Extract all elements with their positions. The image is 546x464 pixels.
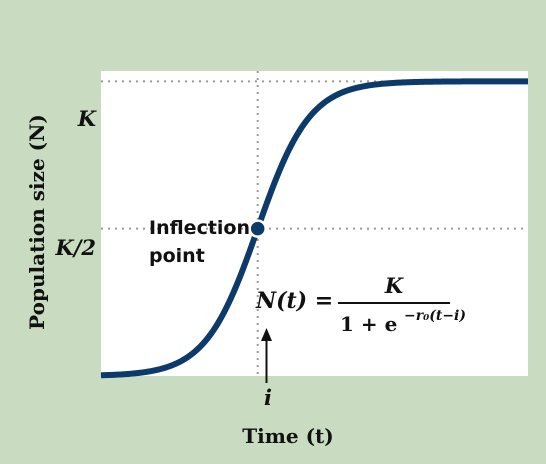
- equation-numerator: K: [384, 273, 404, 298]
- guide-lines: [101, 71, 528, 376]
- equation-lhs: N(t) =: [255, 288, 333, 314]
- y-axis-label: Population size (N): [25, 114, 49, 330]
- equation-exponent: −r₀(t−i): [404, 308, 466, 324]
- equation-denominator: 1 + e: [340, 312, 397, 336]
- inflection-point-marker: [248, 219, 267, 238]
- inflection-label-line2: point: [149, 245, 205, 267]
- arrow-head: [261, 328, 272, 341]
- y-tick-label-k: K: [77, 106, 97, 131]
- inflection-arrow: [261, 328, 272, 383]
- y-tick-label-k-half: K/2: [54, 235, 96, 260]
- inflection-label-line1: Inflection: [149, 217, 250, 239]
- x-axis-label: Time (t): [242, 424, 334, 448]
- logistic-curve: [100, 78, 528, 379]
- plot-area: [101, 71, 528, 376]
- x-tick-label-i: i: [264, 385, 272, 410]
